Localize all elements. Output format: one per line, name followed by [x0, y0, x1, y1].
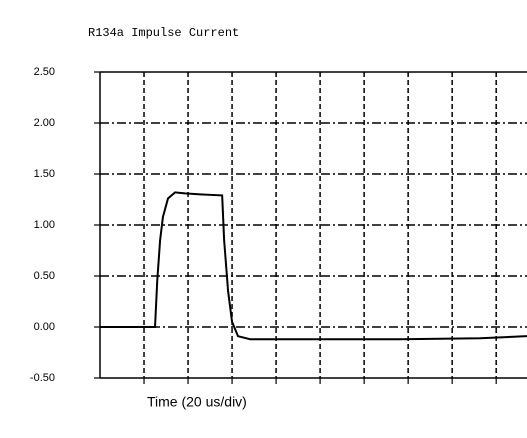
- y-tick-label: 0.00: [34, 321, 55, 333]
- y-tick-label: 1.00: [34, 219, 55, 231]
- y-tick-label: 1.50: [34, 168, 55, 180]
- y-tick-label: 2.00: [34, 117, 55, 129]
- x-axis-label: Time (20 us/div): [147, 394, 247, 410]
- y-tick-label: 2.50: [34, 66, 55, 78]
- y-tick-label: 0.50: [34, 270, 55, 282]
- data-line: [100, 191, 527, 341]
- y-tick-label: -0.50: [30, 372, 55, 384]
- chart-title: R134a Impulse Current: [88, 26, 239, 40]
